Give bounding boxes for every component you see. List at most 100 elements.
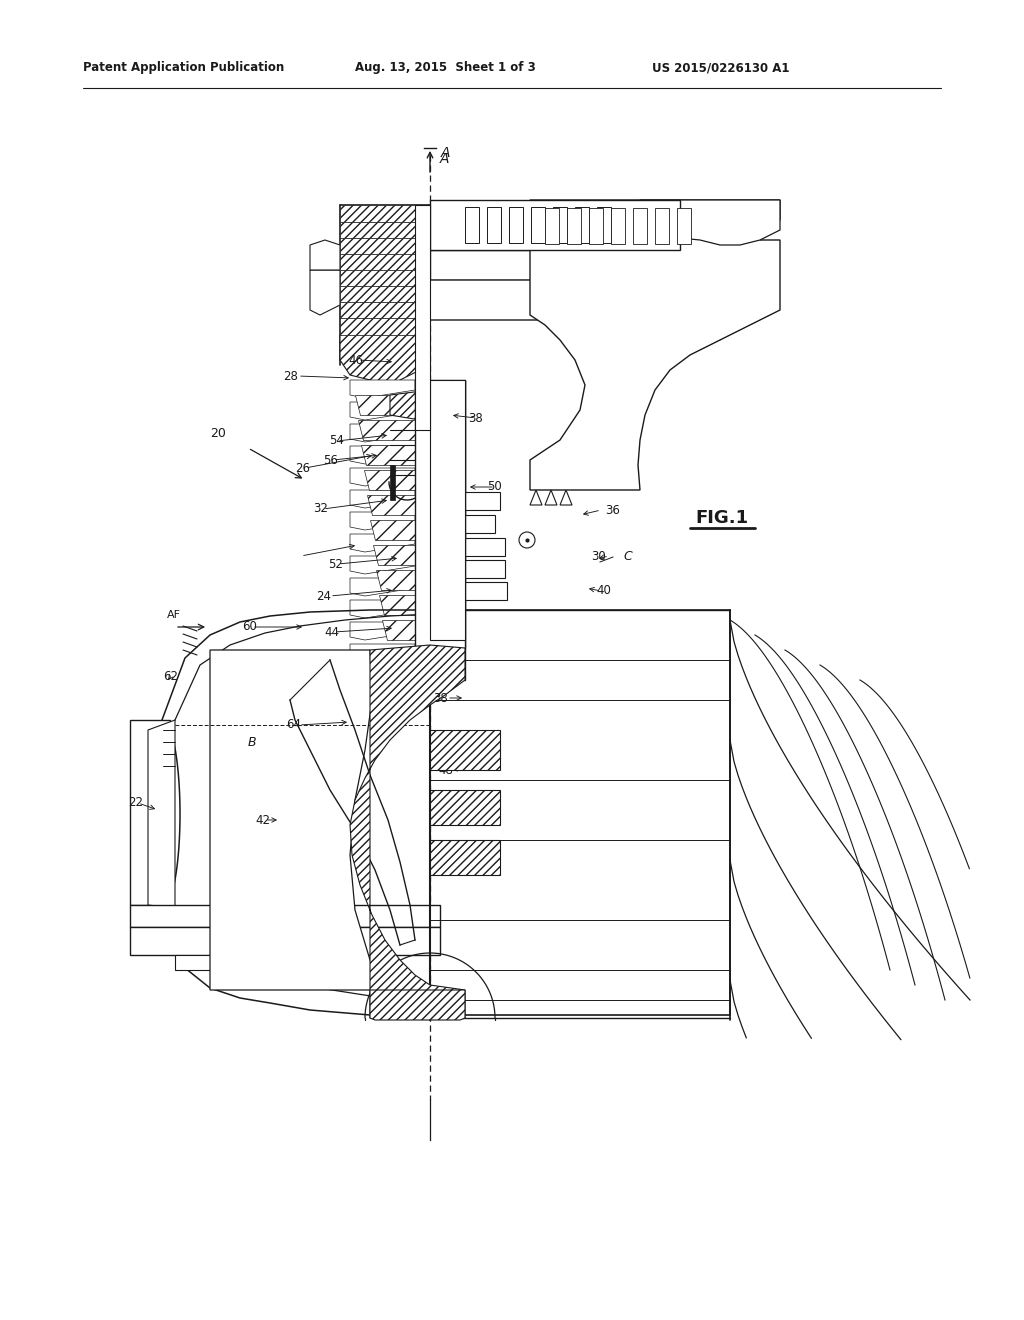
Text: 30: 30 [591,549,606,562]
Bar [340,222,430,238]
Bar [509,207,523,243]
Polygon shape [210,649,390,990]
Bar [340,271,430,286]
Bar [545,209,559,244]
Polygon shape [530,201,780,490]
Bar [430,840,500,875]
Text: A: A [440,152,450,166]
Text: 50: 50 [487,480,502,494]
Polygon shape [350,490,415,508]
Circle shape [519,532,535,548]
Polygon shape [350,535,415,552]
Bar [130,906,440,927]
Polygon shape [350,644,415,663]
Bar [430,610,730,1015]
Polygon shape [530,490,542,506]
Bar [430,730,500,770]
Polygon shape [370,990,465,1020]
Text: 20: 20 [210,426,226,440]
Polygon shape [355,395,415,414]
Text: 22: 22 [128,796,143,809]
Polygon shape [350,645,465,1018]
Text: 48: 48 [438,763,453,776]
Polygon shape [382,620,415,640]
Polygon shape [545,490,557,506]
Polygon shape [465,492,500,510]
Polygon shape [465,515,495,533]
Bar [611,209,625,244]
Polygon shape [376,570,415,590]
Polygon shape [350,556,415,574]
Polygon shape [390,389,445,420]
Text: Aug. 13, 2015  Sheet 1 of 3: Aug. 13, 2015 Sheet 1 of 3 [355,62,536,74]
Bar [415,380,465,680]
Text: 60: 60 [242,620,257,634]
Polygon shape [370,520,415,540]
Polygon shape [640,201,780,246]
Text: 46: 46 [348,354,362,367]
Bar [340,318,430,335]
Polygon shape [350,424,415,442]
Text: 26: 26 [295,462,310,474]
Polygon shape [148,719,175,908]
Text: 56: 56 [323,454,338,466]
Polygon shape [350,578,415,597]
Text: 36: 36 [605,503,620,516]
Polygon shape [361,445,415,465]
Text: US 2015/0226130 A1: US 2015/0226130 A1 [652,62,790,74]
Polygon shape [350,469,415,486]
Text: 38: 38 [468,412,482,425]
Text: 28: 28 [283,370,298,383]
Bar [430,380,465,640]
Bar [567,209,581,244]
Text: 54: 54 [329,434,344,447]
Polygon shape [364,470,415,490]
Bar [340,286,430,302]
Text: A: A [441,147,451,160]
Bar [430,249,650,280]
Bar [597,207,611,243]
Bar [340,205,430,222]
Polygon shape [373,545,415,565]
Bar [655,209,669,244]
Bar [677,209,691,244]
Text: 42: 42 [255,813,270,826]
Bar [340,238,430,253]
Text: 44: 44 [324,626,339,639]
Polygon shape [340,335,430,385]
Polygon shape [350,403,415,420]
Polygon shape [420,465,425,506]
Text: 52: 52 [328,557,343,570]
Polygon shape [430,280,720,341]
Bar [175,954,245,970]
Bar [415,205,430,430]
Polygon shape [379,595,415,615]
Text: AF: AF [167,610,181,620]
Bar [340,302,430,318]
Text: 64: 64 [286,718,301,731]
Bar [531,207,545,243]
Bar [430,789,500,825]
Text: 32: 32 [313,503,328,516]
Bar [553,207,567,243]
Text: FIG.1: FIG.1 [695,510,749,527]
Polygon shape [367,495,415,515]
Text: 62: 62 [163,669,178,682]
Bar [575,207,589,243]
Bar [430,205,465,220]
Bar [633,209,647,244]
Polygon shape [350,601,415,618]
Bar [430,201,680,249]
Polygon shape [310,271,340,315]
Bar [487,207,501,243]
Polygon shape [465,582,507,601]
Polygon shape [350,446,415,465]
Text: 24: 24 [316,590,331,602]
Bar [130,719,170,906]
Bar [130,927,440,954]
Polygon shape [560,490,572,506]
Polygon shape [350,380,415,399]
Text: C: C [623,550,632,564]
Bar [340,253,430,271]
Text: 38: 38 [433,692,447,705]
